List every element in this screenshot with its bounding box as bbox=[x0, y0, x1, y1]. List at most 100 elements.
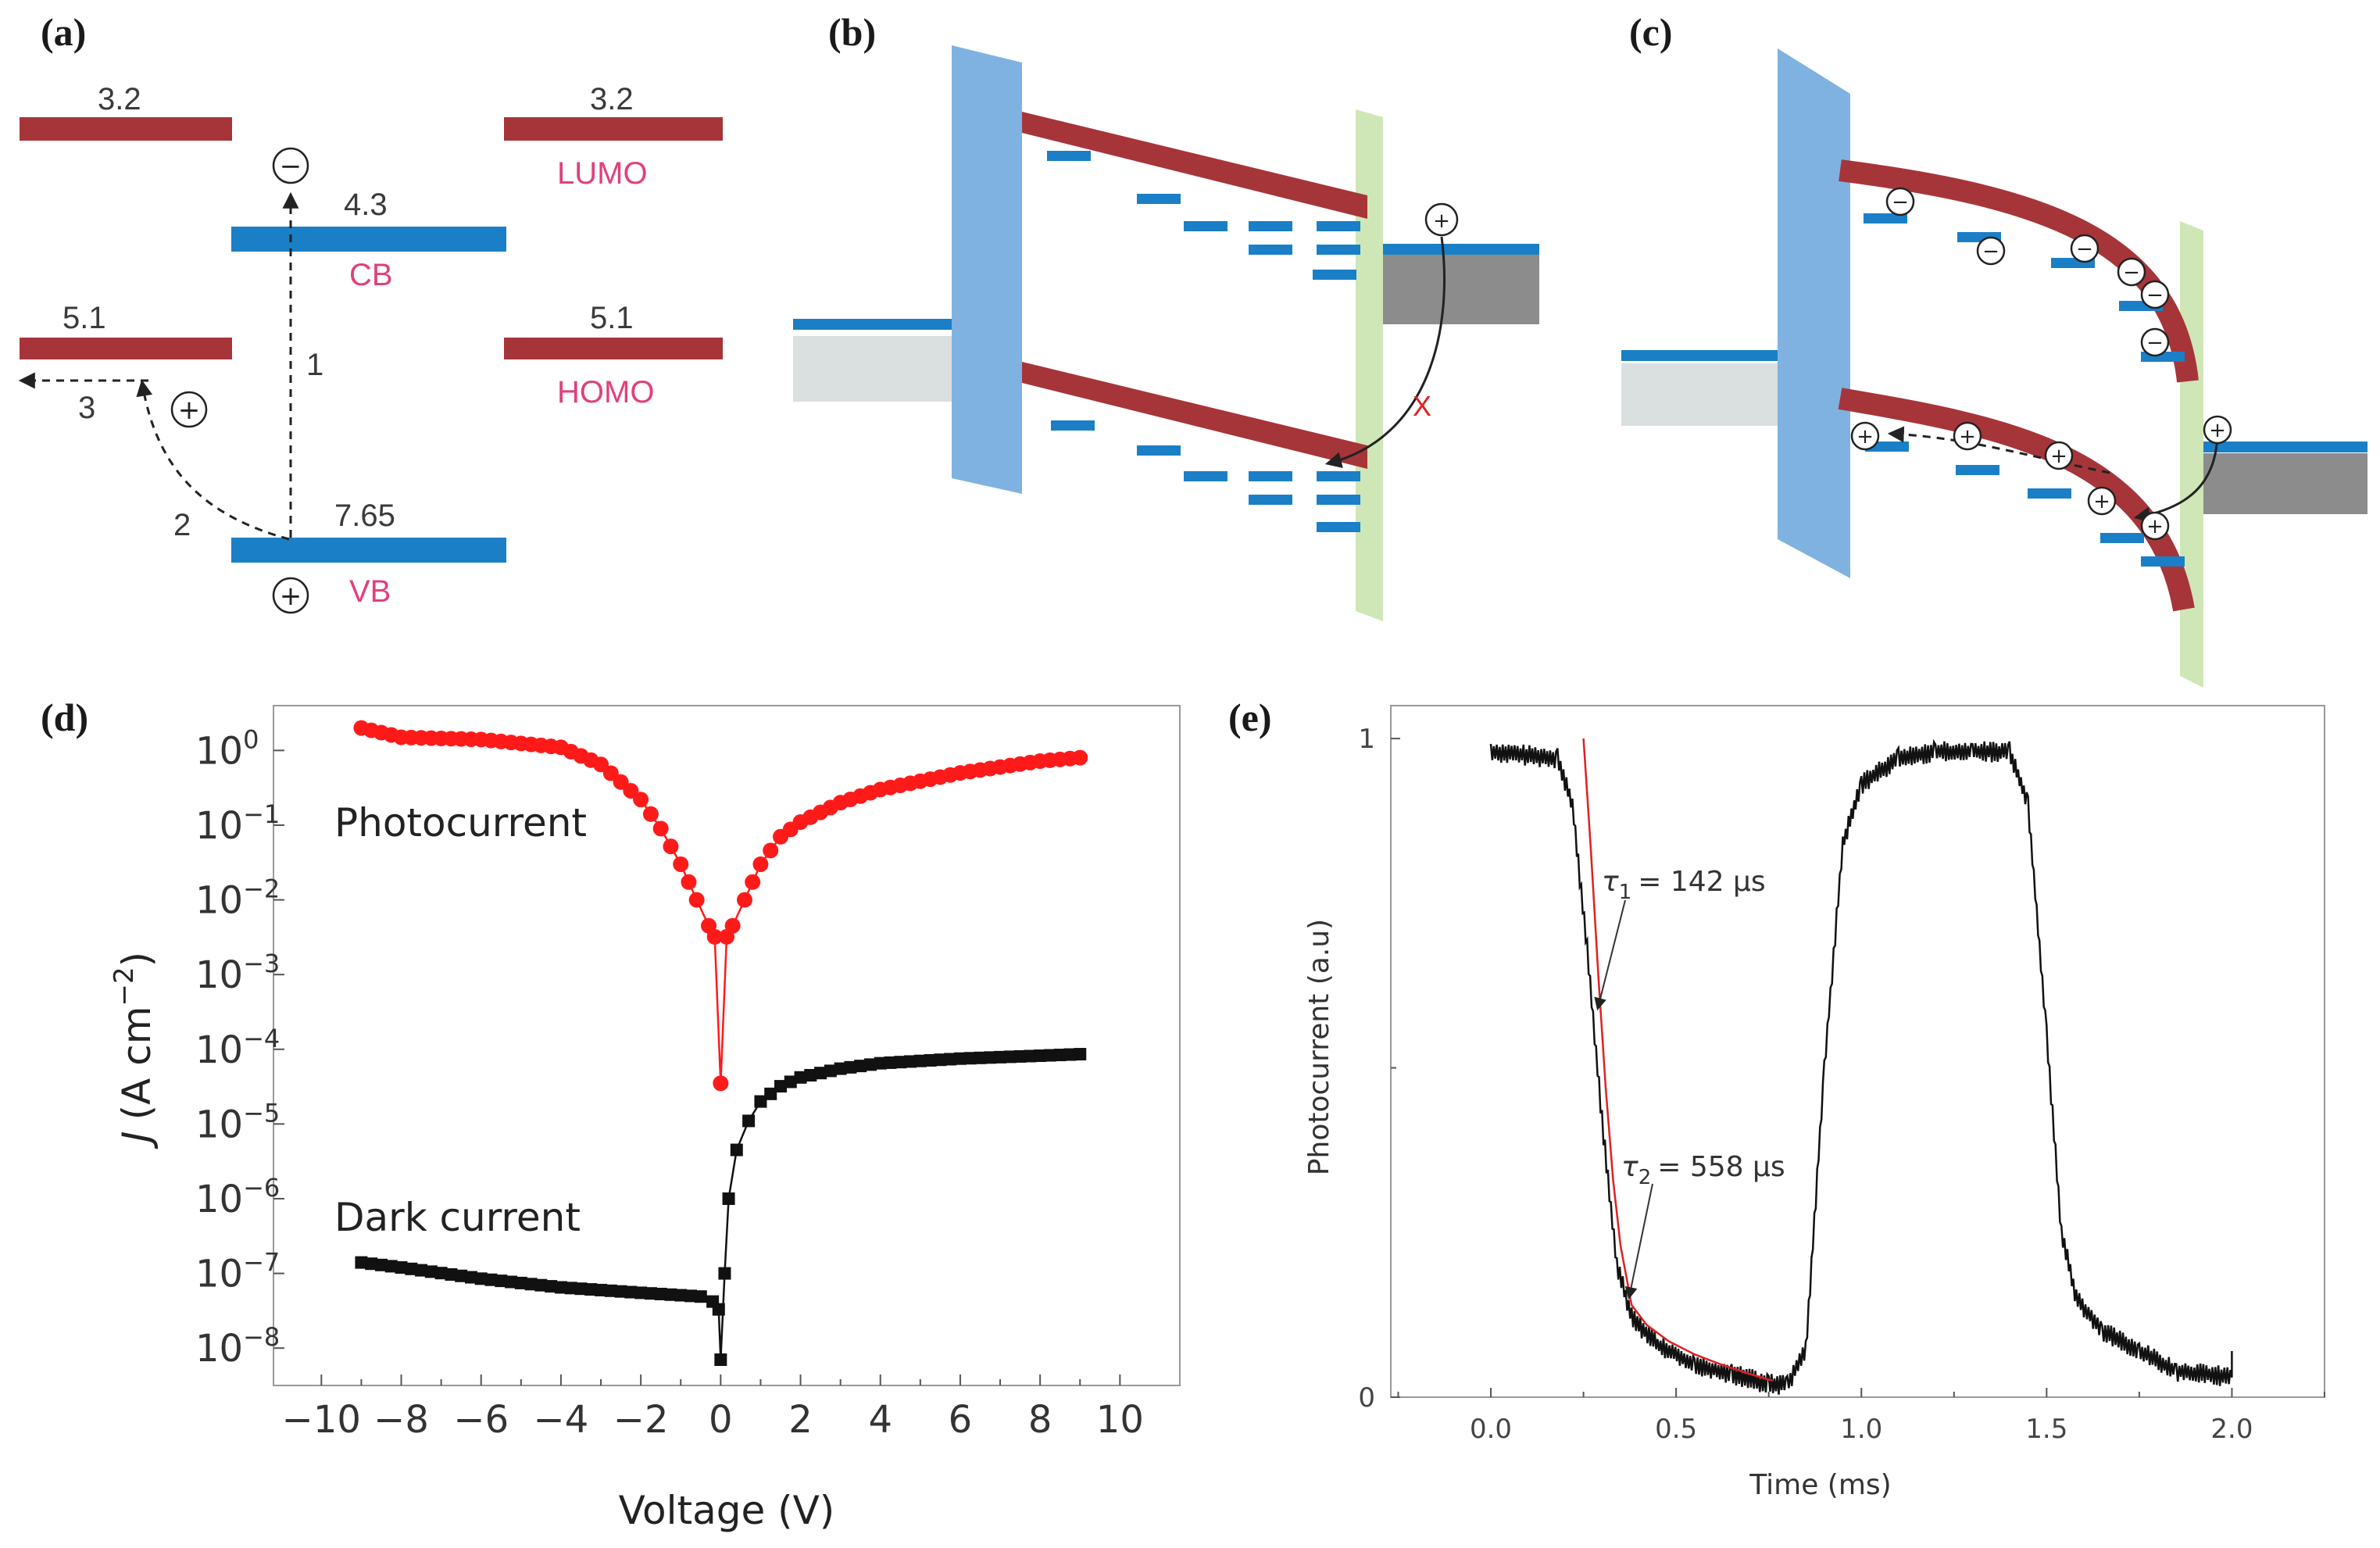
data-point-d bbox=[764, 1087, 777, 1100]
data-point-d bbox=[505, 1275, 518, 1289]
data-point-d bbox=[754, 1095, 767, 1108]
x-ticks-e: 0.0 0.5 1.0 1.5 2.0 bbox=[1397, 1388, 2325, 1445]
data-point-d bbox=[774, 1080, 787, 1093]
data-point-d bbox=[994, 1050, 1007, 1064]
left-barrier bbox=[952, 45, 1022, 494]
transition-2-arrow bbox=[136, 379, 290, 541]
svg-text:+: + bbox=[2146, 515, 2164, 538]
tau1-pointer bbox=[1594, 899, 1626, 1011]
trap-states-lower bbox=[1051, 420, 1360, 532]
data-point-d bbox=[722, 1192, 735, 1205]
data-point-d bbox=[464, 1271, 477, 1284]
tau2-pointer bbox=[1624, 1183, 1653, 1300]
data-point-d bbox=[595, 1283, 608, 1296]
svg-text:+: + bbox=[2050, 445, 2067, 468]
data-point-d bbox=[355, 1256, 368, 1269]
electron-symbols-c: − − − − − − bbox=[1892, 191, 2164, 355]
data-point-d bbox=[934, 1053, 947, 1067]
y-tick-label-d: 10−5 bbox=[195, 1098, 280, 1146]
left-fermi-level-c bbox=[1621, 350, 1785, 361]
data-point-d bbox=[953, 1052, 967, 1065]
vb-label: VB bbox=[349, 574, 391, 609]
data-point-d bbox=[804, 1069, 817, 1082]
data-point-d bbox=[445, 1267, 458, 1281]
data-point-d bbox=[706, 928, 723, 945]
panel-c: (c) − bbox=[1621, 10, 2367, 688]
data-point-d bbox=[644, 1287, 657, 1300]
data-point-d bbox=[713, 1075, 729, 1092]
hole-icon bbox=[170, 391, 208, 428]
conduction-band-c bbox=[1839, 159, 2199, 383]
x-tick-label-d: −4 bbox=[534, 1398, 589, 1442]
data-point-d bbox=[624, 1285, 638, 1299]
data-point-d bbox=[614, 1285, 627, 1298]
x-axis-label-d: Voltage (V) bbox=[619, 1488, 835, 1533]
trap-states-upper-c bbox=[1864, 213, 2185, 362]
data-point-d bbox=[1072, 749, 1088, 766]
right-contact-c bbox=[2180, 221, 2203, 688]
valence-band-c bbox=[1838, 388, 2195, 612]
plot-frame-d bbox=[273, 705, 1181, 1386]
y-tick-label-d: 10−2 bbox=[195, 874, 280, 923]
data-point-d bbox=[854, 1060, 867, 1073]
photocurrent-annotation: Photocurrent bbox=[334, 800, 587, 846]
panel-a: (a) 3.2 5.1 4.3 CB 7.65 VB 3.2 LUMO 5.1 … bbox=[18, 10, 723, 614]
left-electrode-gray-c bbox=[1621, 363, 1785, 426]
y-tick-label-d: 10−7 bbox=[195, 1248, 280, 1296]
data-point-d bbox=[434, 1267, 448, 1280]
data-point-d bbox=[455, 1269, 468, 1282]
svg-text:+: + bbox=[2093, 490, 2110, 513]
panel-d: (d) −10 −8 −6 −4 −2 0 2 4 6 8 10 10010−110−210−310… bbox=[41, 695, 1181, 1533]
data-point-d bbox=[424, 1265, 438, 1278]
lumo-left-level bbox=[20, 117, 232, 141]
y-tick-label-d: 100 bbox=[195, 724, 259, 773]
x-tick-label-d: −8 bbox=[373, 1398, 429, 1442]
data-point-d bbox=[904, 1055, 917, 1068]
lumo-right-level bbox=[504, 117, 723, 141]
step-3-label: 3 bbox=[78, 391, 95, 425]
data-point-d bbox=[824, 1064, 837, 1078]
right-electrode-gray-c bbox=[2203, 453, 2367, 514]
photocurrent-trace bbox=[1489, 738, 2233, 1395]
y-ticks-e: 01 bbox=[1358, 724, 1400, 1414]
x-tick-label-d: 6 bbox=[949, 1398, 973, 1442]
x-ticks-d: −10 −8 −6 −4 −2 0 2 4 6 8 10 bbox=[282, 1375, 1144, 1442]
data-point-d bbox=[718, 1267, 731, 1280]
panel-b: (b) + X bbox=[793, 10, 1539, 621]
data-point-d bbox=[752, 856, 769, 872]
data-point-d bbox=[1053, 1049, 1067, 1062]
y-tick-label-d: 10−6 bbox=[195, 1173, 280, 1221]
svg-text:+: + bbox=[1959, 425, 1976, 449]
x-tick-label-e: 2.0 bbox=[2210, 1414, 2253, 1445]
x-tick-label-d: 10 bbox=[1096, 1398, 1144, 1442]
data-point-d bbox=[974, 1051, 987, 1064]
dark-current-annotation: Dark current bbox=[334, 1195, 581, 1240]
electrons-c bbox=[1885, 187, 2170, 357]
data-point-d bbox=[1074, 1048, 1087, 1061]
trap-states-upper bbox=[1047, 151, 1360, 280]
svg-text:−: − bbox=[1892, 191, 1909, 214]
blocked-marker: X bbox=[1413, 390, 1431, 422]
series-d bbox=[353, 720, 1088, 1367]
data-point-d bbox=[534, 1278, 548, 1292]
homo-right-level bbox=[504, 338, 723, 359]
data-point-d bbox=[963, 1052, 977, 1065]
electron-symbol: − bbox=[280, 151, 302, 182]
left-fermi-level bbox=[793, 319, 957, 330]
data-point-d bbox=[794, 1071, 807, 1084]
data-point-d bbox=[365, 1257, 378, 1271]
data-point-d bbox=[834, 1062, 847, 1075]
homo-left-value: 5.1 bbox=[63, 301, 106, 335]
y-tick-label-d: 10−1 bbox=[195, 799, 280, 848]
x-tick-label-e: 0.0 bbox=[1470, 1414, 1512, 1445]
exponential-fit-line bbox=[1582, 738, 1773, 1382]
data-point-d bbox=[405, 1262, 418, 1275]
data-point-d bbox=[664, 1288, 677, 1301]
data-point-d bbox=[1003, 1050, 1017, 1064]
data-point-d bbox=[545, 1280, 558, 1293]
electron-icon bbox=[272, 147, 309, 184]
y-tick-label-d: 10−8 bbox=[195, 1322, 280, 1371]
homo-label: HOMO bbox=[557, 375, 654, 409]
svg-text:+: + bbox=[2209, 419, 2226, 442]
data-point-d bbox=[944, 1053, 957, 1066]
